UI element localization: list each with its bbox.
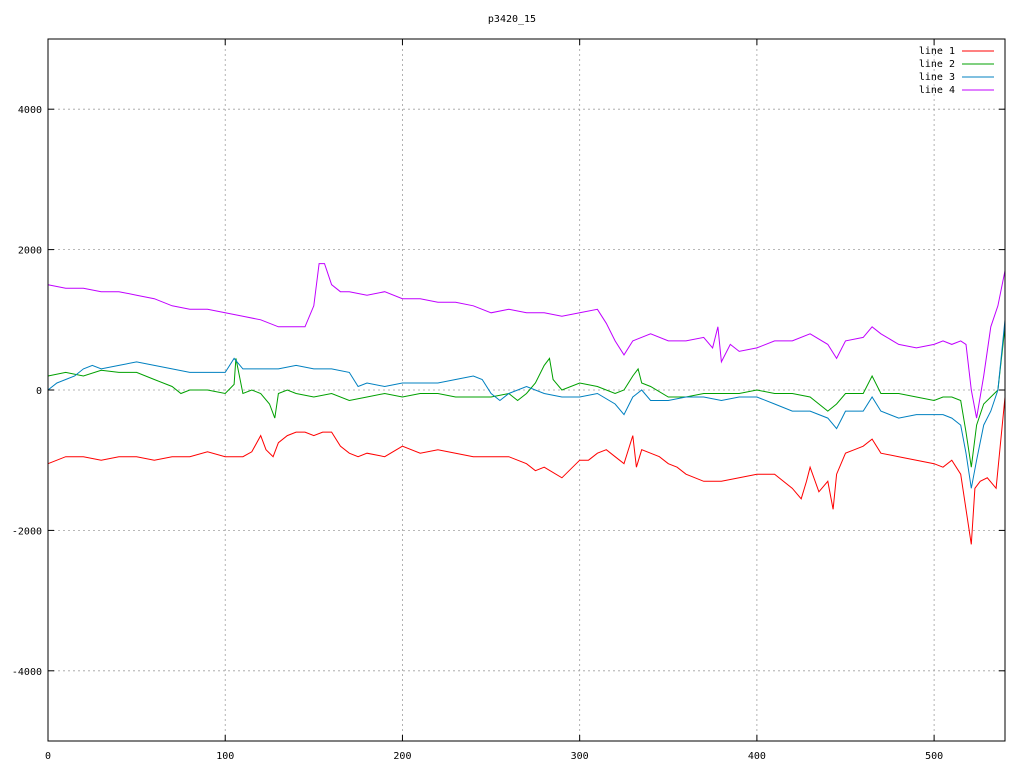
y-tick-label: -2000	[12, 526, 42, 537]
x-tick-label: 500	[925, 751, 943, 762]
y-tick-label: 4000	[18, 105, 42, 116]
x-tick-label: 100	[216, 751, 234, 762]
x-tick-label: 0	[45, 751, 51, 762]
legend-label-4: line 4	[919, 85, 955, 96]
x-tick-label: 200	[393, 751, 411, 762]
x-tick-label: 300	[571, 751, 589, 762]
ticks-layer: 0 100 200 300 400 500 -4000 -2000 0 2000 4000	[12, 39, 1005, 762]
legend-label-1: line 1	[919, 46, 955, 57]
y-tick-label: -4000	[12, 667, 42, 678]
y-tick-label: 0	[36, 386, 42, 397]
x-tick-label: 400	[748, 751, 766, 762]
series-line-1	[47, 396, 1006, 545]
plot-frame	[47, 38, 1006, 742]
series-layer	[47, 263, 1006, 545]
y-tick-label: 2000	[18, 246, 42, 257]
legend-label-2: line 2	[919, 59, 955, 70]
legend: line 1 line 2 line 3 line 4	[919, 46, 994, 96]
series-line-2	[47, 326, 1006, 468]
legend-label-3: line 3	[919, 72, 955, 83]
series-line-4	[47, 263, 1006, 419]
series-line-3	[47, 319, 1006, 489]
chart-title: p3420_15	[488, 14, 536, 25]
